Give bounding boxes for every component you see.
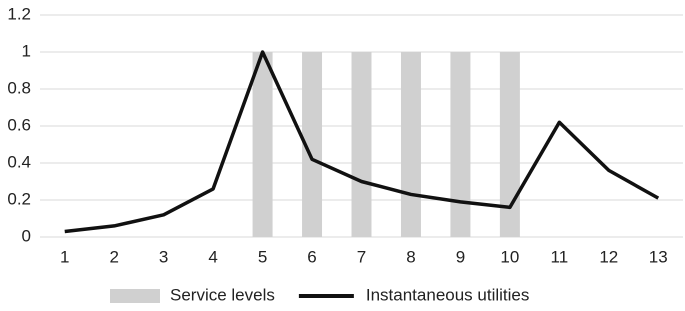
x-tick-label: 4 [208, 247, 217, 266]
y-tick-label: 1.2 [7, 4, 31, 23]
x-tick-label: 10 [500, 247, 519, 266]
bar [302, 52, 323, 237]
bar [351, 52, 372, 237]
x-tick-label: 2 [109, 247, 118, 266]
x-tick-label: 11 [551, 247, 569, 266]
x-tick-label: 1 [60, 247, 69, 266]
x-tick-label: 6 [307, 247, 316, 266]
legend-swatch [110, 289, 160, 303]
line [64, 50, 660, 234]
x-tick-label: 7 [357, 247, 366, 266]
y-tick-label: 0.8 [7, 78, 31, 97]
bar [400, 52, 421, 237]
legend-label: Instantaneous utilities [366, 285, 530, 304]
x-tick-label: 5 [258, 247, 267, 266]
y-tick-label: 1 [22, 41, 31, 60]
y-tick-label: 0.6 [7, 115, 31, 134]
x-tick-label: 9 [456, 247, 465, 266]
x-tick-label: 13 [649, 247, 668, 266]
y-tick-label: 0 [22, 226, 31, 245]
x-tick-label: 3 [159, 247, 168, 266]
x-tick-label: 8 [406, 247, 415, 266]
x-tick-label: 12 [599, 247, 618, 266]
y-tick-label: 0.4 [7, 152, 31, 171]
y-tick-label: 0.2 [7, 189, 31, 208]
legend-label: Service levels [170, 285, 275, 304]
bar [450, 52, 471, 237]
bar [252, 52, 273, 237]
bar [499, 52, 520, 237]
